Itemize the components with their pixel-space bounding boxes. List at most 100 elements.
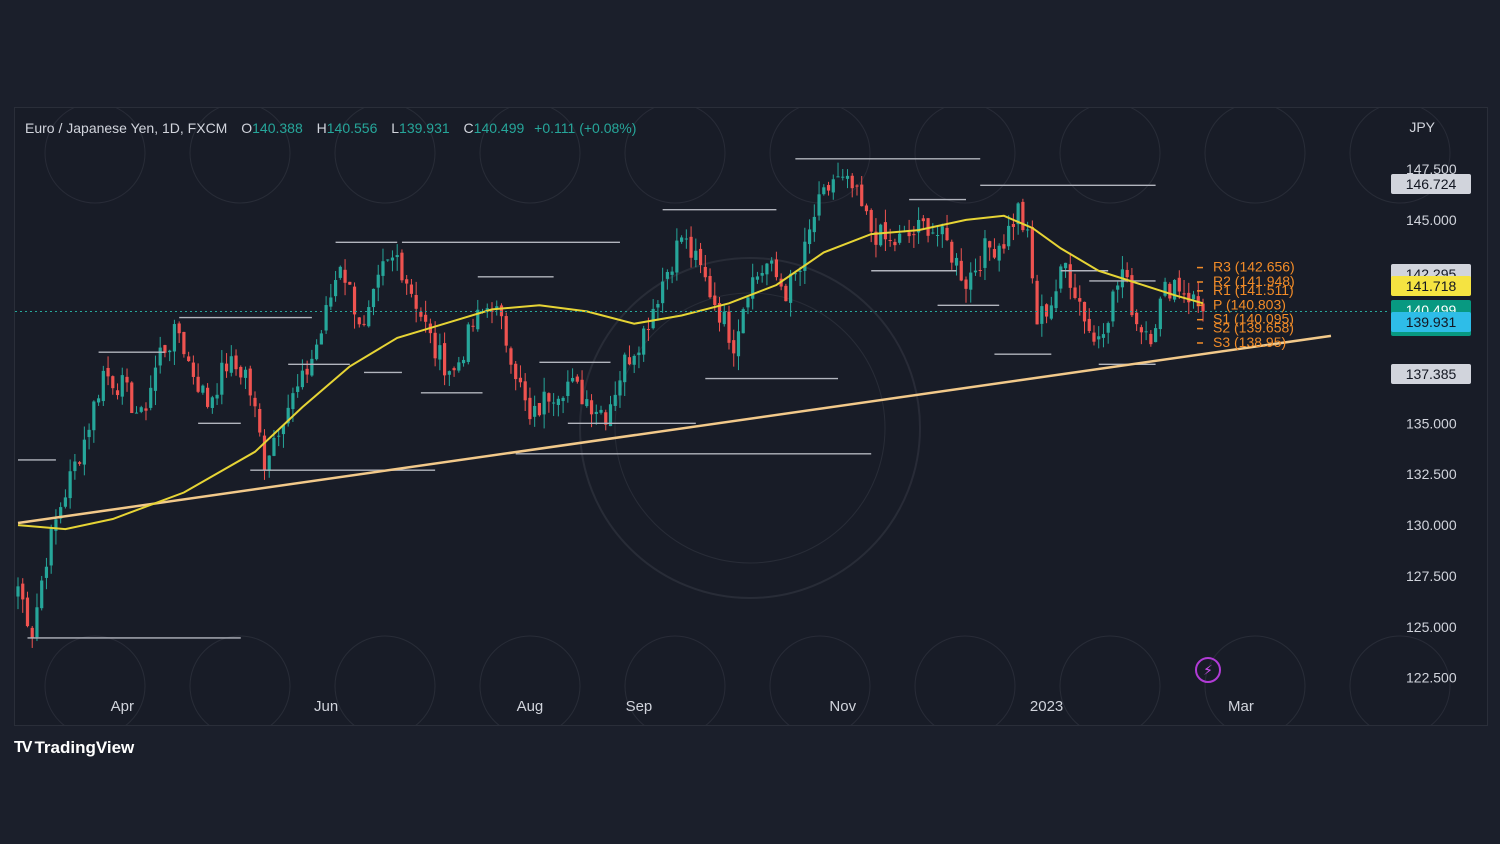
- candle: [717, 297, 722, 332]
- candle-body: [570, 377, 575, 382]
- candle-body: [101, 370, 105, 402]
- low-value: 139.931: [399, 120, 450, 136]
- candle-body: [945, 227, 949, 241]
- y-tick-label: 130.000: [1406, 517, 1457, 533]
- candle-body: [798, 270, 802, 272]
- watermark-badge: [1349, 108, 1451, 204]
- candle-body: [774, 259, 778, 278]
- candle-body: [1191, 294, 1196, 300]
- candle-body: [608, 404, 613, 427]
- candle: [35, 593, 39, 642]
- candle: [556, 395, 560, 417]
- candle: [1059, 264, 1063, 293]
- candle: [552, 393, 556, 417]
- candle-body: [893, 241, 897, 246]
- candle-body: [187, 356, 191, 362]
- candle: [618, 371, 622, 408]
- candle-body: [96, 398, 101, 403]
- candle-body: [405, 279, 409, 284]
- candle-body: [59, 507, 63, 519]
- candle-body: [1130, 275, 1134, 316]
- watermark-badge: [334, 635, 436, 725]
- candle-body: [447, 371, 451, 375]
- high-value: 140.556: [326, 120, 378, 136]
- candle: [362, 315, 366, 327]
- candle-body: [21, 583, 25, 600]
- candle: [973, 258, 978, 276]
- lightning-icon[interactable]: ⚡: [1195, 657, 1221, 683]
- candle: [689, 226, 693, 268]
- candle: [1101, 323, 1106, 348]
- candle-body: [158, 347, 162, 366]
- candle: [661, 267, 665, 313]
- candle-body: [243, 369, 248, 378]
- candle: [367, 300, 371, 328]
- candle-body: [713, 295, 717, 305]
- candle: [220, 350, 224, 405]
- candle-body: [992, 249, 997, 258]
- candle-body: [315, 344, 319, 360]
- candle: [1068, 252, 1072, 300]
- candle-body: [803, 241, 807, 271]
- candle-body: [224, 363, 229, 372]
- watermark-badge: [769, 635, 871, 725]
- candle-body: [443, 343, 447, 376]
- watermark-badge: [914, 108, 1016, 204]
- candle-body: [78, 462, 82, 464]
- candle-body: [954, 257, 959, 266]
- tradingview-brand[interactable]: TV TradingView: [14, 738, 134, 758]
- candle-body: [580, 379, 584, 405]
- candle: [1054, 279, 1058, 312]
- candle-body: [907, 232, 911, 237]
- candle-body: [732, 340, 736, 354]
- candle: [386, 259, 390, 262]
- candle: [419, 307, 423, 322]
- candle-body: [850, 175, 854, 189]
- watermark-badge: [189, 635, 291, 725]
- candle-body: [419, 311, 423, 317]
- candle-body: [357, 317, 361, 325]
- candle-body: [362, 323, 366, 325]
- candle: [139, 405, 143, 414]
- candle: [860, 176, 864, 207]
- candle-body: [253, 397, 257, 407]
- candle: [831, 174, 835, 200]
- candle-body: [300, 370, 304, 388]
- candle: [642, 325, 646, 362]
- candle-body: [144, 408, 148, 411]
- candle: [826, 181, 831, 196]
- candle: [1149, 330, 1153, 347]
- candle-body: [855, 185, 859, 187]
- candle: [381, 248, 385, 286]
- candle: [751, 263, 755, 310]
- candle-body: [153, 367, 158, 391]
- candle-body: [395, 255, 399, 258]
- price-scale-label: 139.931: [1391, 312, 1471, 333]
- candle-body: [533, 405, 537, 417]
- candle: [54, 509, 58, 545]
- candle: [281, 423, 286, 448]
- candle: [1011, 213, 1015, 241]
- candle: [959, 248, 963, 282]
- candle: [807, 219, 812, 254]
- candle: [623, 352, 627, 396]
- candle-body: [196, 376, 200, 392]
- candle: [168, 349, 172, 362]
- candle-body: [1044, 304, 1049, 317]
- candle-body: [561, 397, 565, 402]
- candle-body: [1172, 279, 1177, 300]
- candle: [845, 169, 850, 189]
- chart-panel[interactable]: 147.500 145.000 135.000 132.500 130.000 127.5…: [14, 107, 1488, 726]
- candle: [983, 229, 987, 281]
- candlestick-chart[interactable]: 147.500 145.000 135.000 132.500 130.000 127.5…: [15, 108, 1487, 725]
- candle-body: [599, 409, 603, 413]
- symbol-title[interactable]: Euro / Japanese Yen, 1D, FXCM: [25, 120, 228, 136]
- candle-body: [310, 358, 314, 376]
- candle-body: [556, 398, 560, 405]
- candle-body: [1092, 332, 1096, 342]
- candle: [1097, 326, 1101, 349]
- candle: [917, 207, 921, 244]
- candle: [566, 370, 570, 403]
- candle: [1177, 270, 1181, 299]
- candle-body: [1049, 305, 1053, 319]
